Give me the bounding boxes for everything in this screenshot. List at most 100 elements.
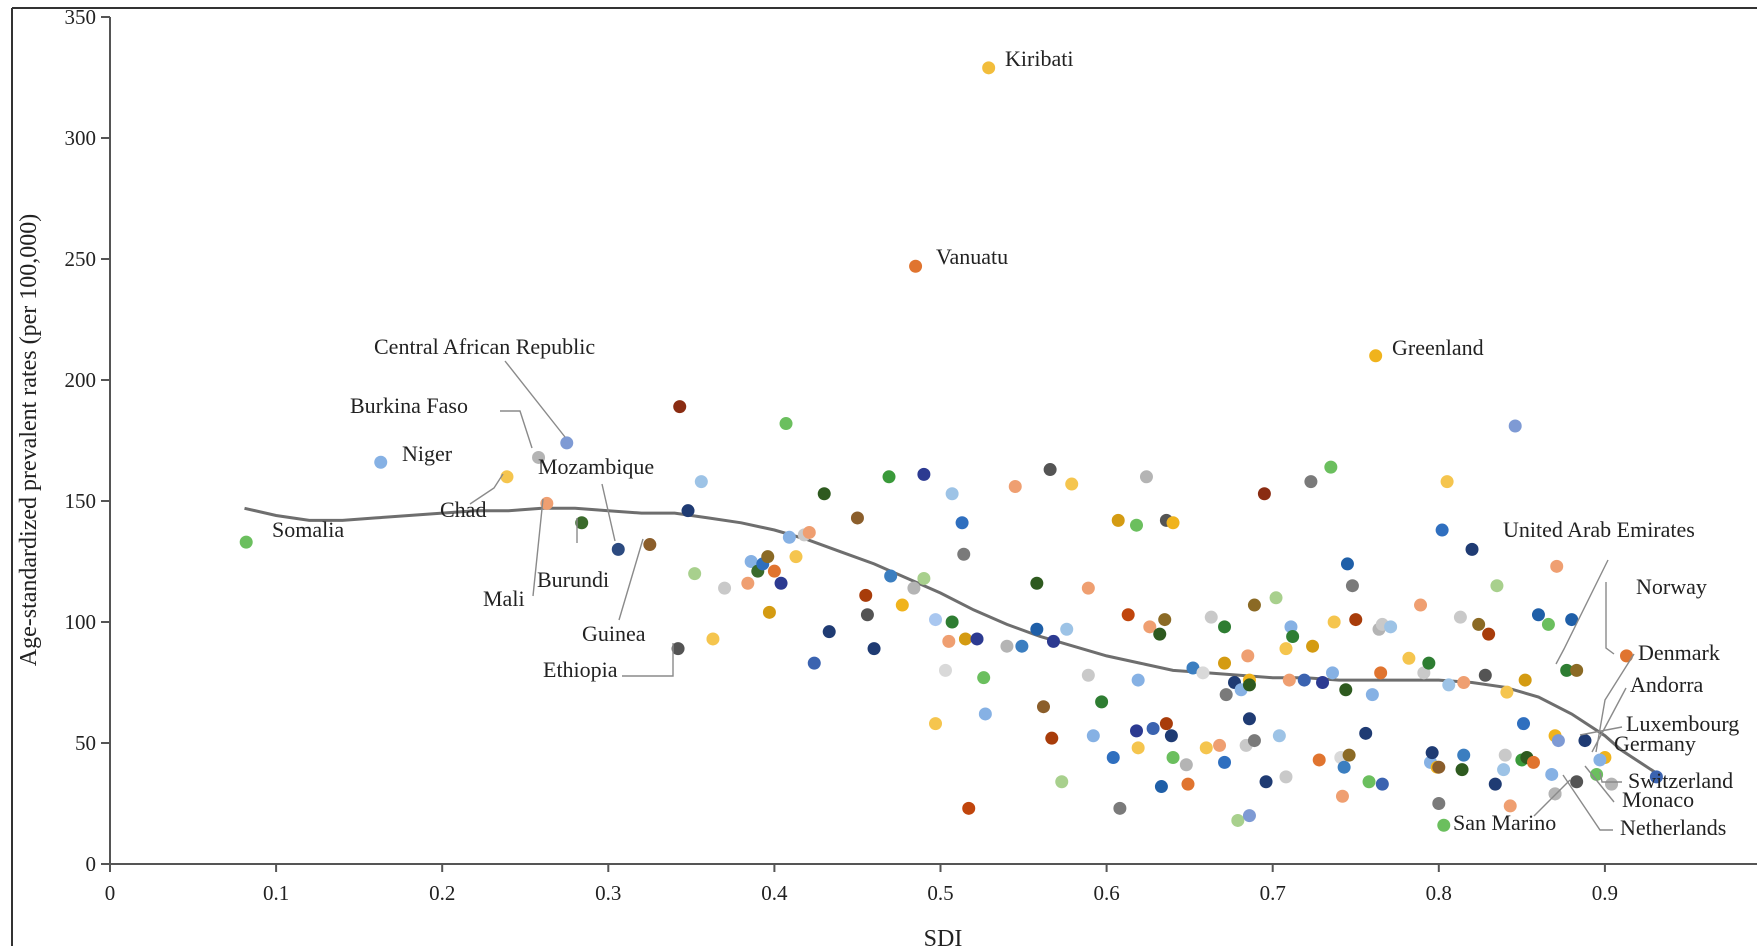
country-point xyxy=(1154,780,1168,794)
point-vanuatu xyxy=(909,259,923,273)
leader-line-monaco xyxy=(1584,765,1615,803)
leader-line-switzerland xyxy=(1599,771,1622,783)
point-central-african-republic xyxy=(560,436,574,450)
country-point xyxy=(1111,513,1125,527)
label-mali: Mali xyxy=(483,586,525,611)
country-point xyxy=(1030,576,1044,590)
country-point xyxy=(955,516,969,530)
country-point xyxy=(688,567,702,581)
x-axis-ticks: 0 0.1 0.2 0.3 0.4 0.5 0.6 0.7 0.8 0.9 xyxy=(105,864,1618,905)
country-point xyxy=(1196,666,1210,680)
y-tick-label: 150 xyxy=(65,489,97,513)
country-point xyxy=(1551,734,1565,748)
country-point xyxy=(1437,818,1451,832)
country-point xyxy=(1036,700,1050,714)
country-point xyxy=(882,470,896,484)
point-switzerland xyxy=(1605,777,1619,791)
point-san-marino xyxy=(1548,787,1562,801)
country-point xyxy=(1422,656,1436,670)
leader-line-ethiopia xyxy=(622,643,674,677)
leader-line-chad xyxy=(469,473,504,505)
country-point xyxy=(1337,760,1351,774)
country-point xyxy=(802,525,816,539)
country-point xyxy=(1465,542,1479,556)
point-burundi xyxy=(575,516,589,530)
country-point xyxy=(1384,620,1398,634)
country-point xyxy=(1306,639,1320,653)
country-point xyxy=(1095,695,1109,709)
country-point xyxy=(957,547,971,561)
country-point xyxy=(867,642,881,656)
country-point xyxy=(860,608,874,622)
point-netherlands xyxy=(1570,775,1584,789)
country-point xyxy=(1146,721,1160,735)
x-tick-label: 0.7 xyxy=(1260,881,1286,905)
country-point xyxy=(1242,678,1256,692)
x-tick-label: 0.9 xyxy=(1592,881,1618,905)
country-point xyxy=(895,598,909,612)
country-point xyxy=(1453,610,1467,624)
leader-line-mali xyxy=(532,498,544,597)
country-point xyxy=(1030,622,1044,636)
country-point xyxy=(1457,748,1471,762)
leader-line-luxembourg xyxy=(1579,726,1623,736)
country-point xyxy=(1374,666,1388,680)
y-tick-label: 50 xyxy=(75,731,96,755)
label-central-african-republic: Central African Republic xyxy=(374,334,595,359)
country-point xyxy=(774,576,788,590)
point-monaco xyxy=(1590,767,1604,781)
country-point xyxy=(1490,579,1504,593)
leader-line-central-african-republic xyxy=(504,360,566,438)
country-point xyxy=(1402,651,1416,665)
country-point xyxy=(1131,673,1145,687)
country-point xyxy=(1158,613,1172,627)
country-point xyxy=(1414,598,1428,612)
leader-lines xyxy=(469,360,1635,831)
point-mali xyxy=(540,496,554,510)
country-point xyxy=(1231,813,1245,827)
x-tick-label: 0.6 xyxy=(1093,881,1119,905)
country-point xyxy=(859,588,873,602)
country-point xyxy=(706,632,720,646)
leader-line-andorra xyxy=(1591,687,1627,753)
country-point xyxy=(1503,799,1517,813)
country-point xyxy=(1055,775,1069,789)
country-point xyxy=(1199,741,1213,755)
country-point xyxy=(1362,775,1376,789)
country-point xyxy=(1432,797,1446,810)
country-point xyxy=(1060,622,1074,636)
trend-line xyxy=(244,506,1656,774)
point-burkina-faso xyxy=(532,450,546,464)
country-point xyxy=(1550,559,1564,573)
point-luxembourg xyxy=(1578,734,1592,748)
country-point xyxy=(1417,666,1431,680)
point-mozambique xyxy=(611,542,625,556)
y-tick-label: 200 xyxy=(65,368,97,392)
y-tick-label: 0 xyxy=(86,852,97,876)
country-point xyxy=(1166,751,1180,765)
label-guinea: Guinea xyxy=(582,621,646,646)
country-point xyxy=(1478,668,1492,682)
country-point xyxy=(1139,470,1153,484)
country-point xyxy=(1488,777,1502,791)
leader-line-mozambique xyxy=(601,483,616,542)
country-point xyxy=(762,605,776,619)
y-tick-label: 250 xyxy=(65,247,97,271)
country-point xyxy=(807,656,821,670)
country-point xyxy=(945,487,959,501)
label-switzerland: Switzerland xyxy=(1628,768,1733,793)
country-point xyxy=(1435,523,1449,537)
country-point xyxy=(1179,758,1193,772)
country-point xyxy=(1339,683,1353,697)
x-axis-title: SDI xyxy=(924,926,963,946)
leader-line-denmark xyxy=(1595,653,1635,753)
country-point xyxy=(1282,673,1296,687)
country-point xyxy=(1272,729,1286,743)
country-point xyxy=(741,576,755,590)
point-germany xyxy=(1649,770,1663,784)
label-burundi: Burundi xyxy=(537,567,609,592)
country-point xyxy=(942,634,956,648)
label-san-marino: San Marino xyxy=(1453,810,1556,835)
country-point xyxy=(1218,656,1232,670)
